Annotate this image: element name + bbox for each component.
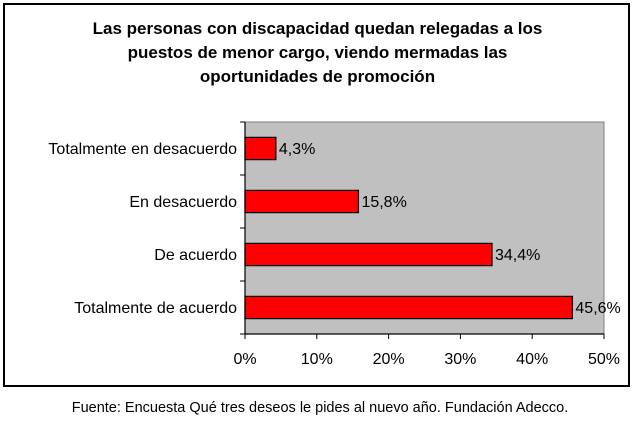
x-tick-label: 50% <box>588 351 620 368</box>
x-tick-label: 40% <box>516 351 548 368</box>
bar-chart: Totalmente en desacuerdo 4,3% En desacuerd… <box>48 121 621 368</box>
chart-title: Las personas con discapacidad quedan rel… <box>5 17 630 89</box>
x-tick-label: 0% <box>233 351 256 368</box>
x-tick-label: 20% <box>373 351 405 368</box>
bar <box>244 189 360 214</box>
data-label: 45,6% <box>575 300 620 317</box>
data-label: 34,4% <box>495 247 540 264</box>
data-label: 4,3% <box>279 141 315 158</box>
bar <box>244 242 493 267</box>
category-label: Totalmente de acuerdo <box>74 300 237 317</box>
category-label: En desacuerdo <box>129 194 237 211</box>
x-tick-label: 10% <box>301 351 333 368</box>
bar <box>244 136 277 161</box>
chart-title-line: oportunidades de promoción <box>199 67 436 86</box>
bar <box>244 295 574 320</box>
chart-title-line: puestos de menor cargo, viendo mermadas … <box>127 43 508 62</box>
x-tick-label: 30% <box>444 351 476 368</box>
data-label: 15,8% <box>361 194 406 211</box>
category-label: Totalmente en desacuerdo <box>48 141 237 158</box>
category-label: De acuerdo <box>154 247 237 264</box>
source-note: Fuente: Encuesta Qué tres deseos le pide… <box>71 400 569 416</box>
chart-title-line: Las personas con discapacidad quedan rel… <box>92 19 543 38</box>
chart-frame: Las personas con discapacidad quedan rel… <box>3 3 630 387</box>
